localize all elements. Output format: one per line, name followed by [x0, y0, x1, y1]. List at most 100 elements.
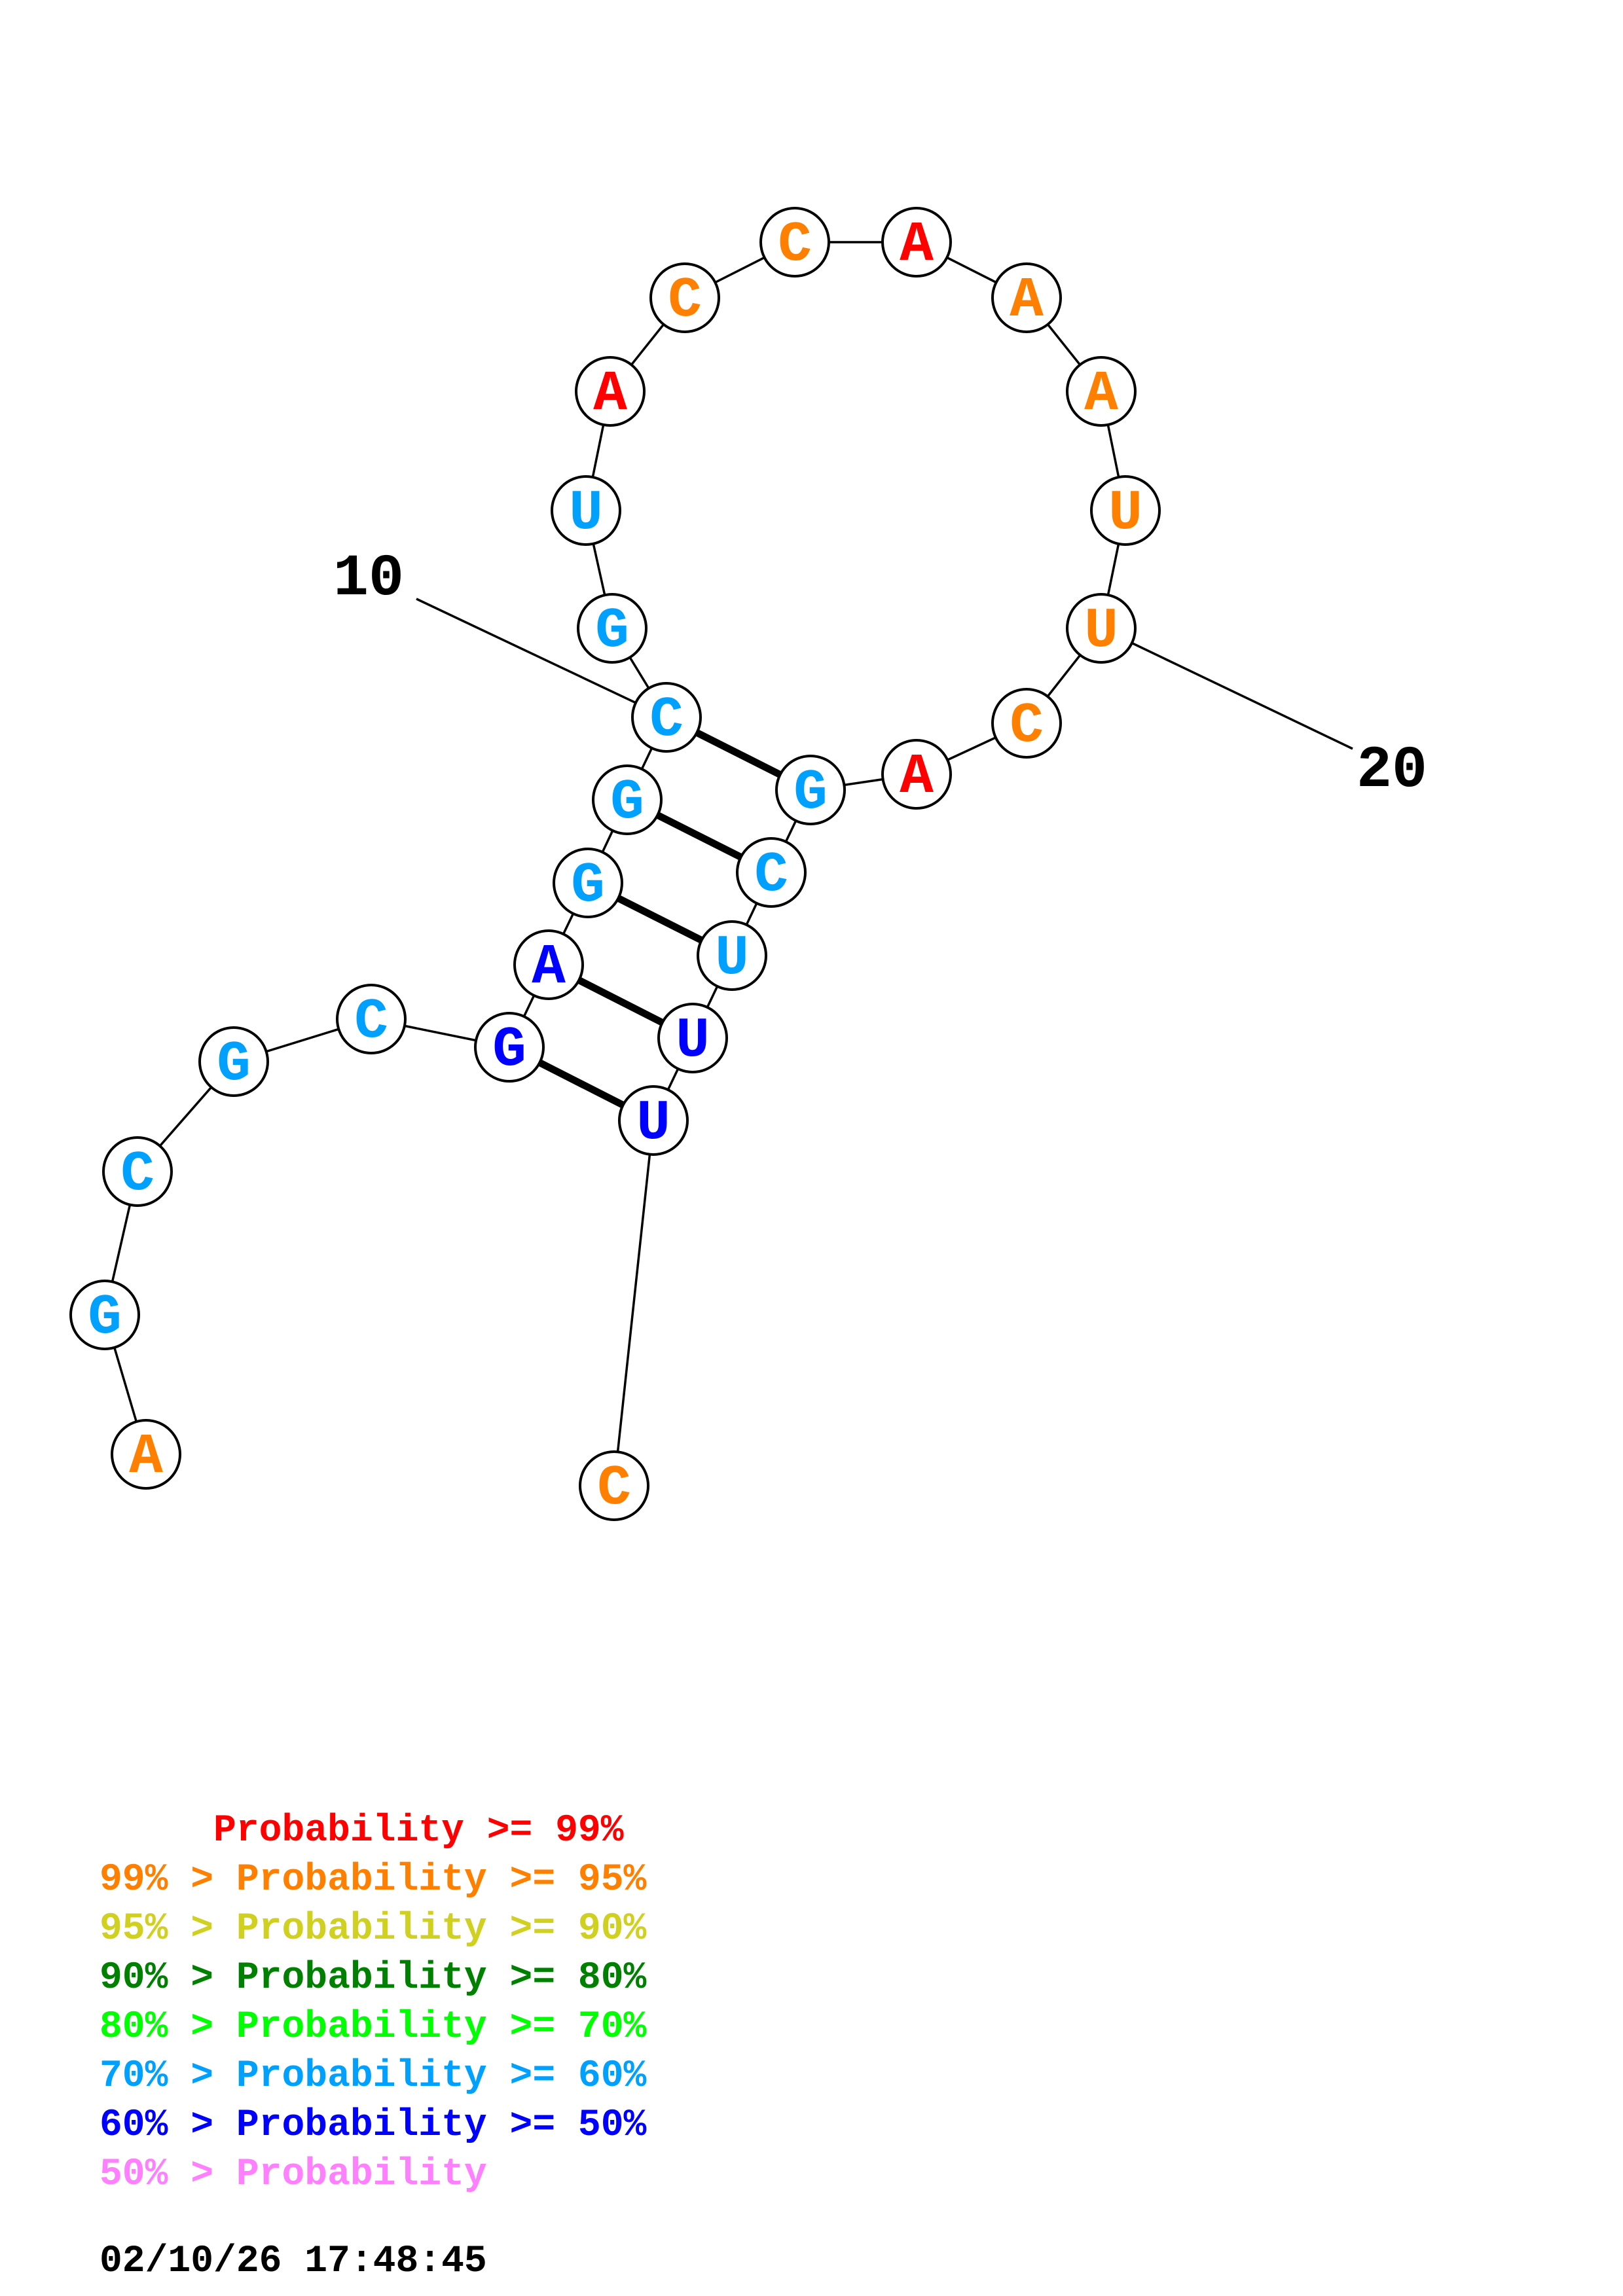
- nucleotide: U: [618, 1085, 689, 1156]
- nucleotide-circle: [775, 755, 846, 825]
- nucleotide: A: [991, 262, 1062, 333]
- nucleotide-base: C: [120, 1142, 155, 1206]
- legend-entry: 99% > Probability >= 95%: [100, 1859, 647, 1901]
- nucleotide: A: [881, 207, 952, 278]
- nucleotide: A: [513, 929, 584, 1000]
- nucleotide-circle: [69, 1280, 140, 1350]
- timestamp: 02/10/26 17:48:45: [100, 2240, 487, 2283]
- nucleotide: U: [551, 475, 621, 546]
- position-label-lines: [416, 598, 1353, 750]
- nucleotide: G: [592, 764, 663, 835]
- nucleotide-base: A: [900, 745, 934, 809]
- legend-entry: 80% > Probability >= 70%: [100, 2006, 647, 2049]
- nucleotide-base: U: [569, 481, 603, 545]
- nucleotide-base: U: [1084, 599, 1118, 663]
- nucleotide-circle: [1090, 475, 1161, 546]
- legend-prefix: 80% >: [100, 2006, 236, 2049]
- nucleotide-circle: [198, 1026, 269, 1097]
- nucleotide-base: C: [754, 843, 788, 907]
- nucleotide-circle: [991, 688, 1062, 759]
- nucleotide: G: [198, 1026, 269, 1097]
- nucleotide-circle: [657, 1003, 728, 1073]
- base-pair-layer: [507, 714, 812, 1124]
- legend-label: Probability >= 50%: [236, 2104, 647, 2147]
- legend-prefix: 70% >: [100, 2055, 236, 2098]
- probability-legend: Probability >= 99% 99% > Probability >= 9…: [100, 1810, 647, 2196]
- legend-label: Probability >= 80%: [236, 1957, 647, 2000]
- nucleotide-circle: [991, 262, 1062, 333]
- nucleotide-base: A: [129, 1425, 163, 1489]
- nucleotide: C: [631, 682, 702, 753]
- legend-label: Probability >= 60%: [236, 2055, 647, 2098]
- position-label-layer: 10 20: [333, 546, 1427, 804]
- nucleotide-circle: [697, 920, 767, 991]
- nucleotide: A: [575, 356, 646, 427]
- nucleotide-base: U: [1108, 481, 1142, 545]
- nucleotide-circle: [649, 262, 720, 333]
- nucleotide: G: [775, 755, 846, 825]
- nucleotide-circle: [513, 929, 584, 1000]
- nucleotide-base: C: [354, 990, 388, 1054]
- nucleotide-base: G: [610, 770, 644, 834]
- nucleotide-base: U: [715, 926, 749, 990]
- nucleotide-base: G: [793, 761, 828, 825]
- nucleotide: G: [69, 1280, 140, 1350]
- legend-prefix: 60% >: [100, 2104, 236, 2147]
- nucleotide: C: [991, 688, 1062, 759]
- nucleotide-circle: [631, 682, 702, 753]
- nucleotide-circle: [1066, 356, 1137, 427]
- legend-prefix: 50% >: [100, 2153, 236, 2196]
- nucleotide-base: U: [676, 1009, 710, 1073]
- legend-entry: 90% > Probability >= 80%: [100, 1957, 647, 2000]
- nucleotide-circle: [111, 1419, 181, 1490]
- legend-entry: 60% > Probability >= 50%: [100, 2104, 647, 2147]
- nucleotide-base: A: [1010, 268, 1044, 332]
- nucleotide: C: [736, 837, 807, 908]
- nucleotide-circle: [553, 848, 623, 918]
- nucleotide-base: G: [492, 1018, 526, 1082]
- nucleotide-circle: [474, 1012, 545, 1083]
- nucleotide-base: G: [88, 1285, 122, 1350]
- nucleotide-base: G: [571, 853, 605, 918]
- legend-prefix: 90% >: [100, 1957, 236, 2000]
- nucleotide: G: [474, 1012, 545, 1083]
- nucleotide-circle: [579, 1450, 649, 1521]
- nucleotide-base: C: [649, 688, 684, 752]
- legend-label: Probability >= 90%: [236, 1908, 647, 1950]
- nucleotide: C: [579, 1450, 649, 1521]
- legend-entry: 50% > Probability: [100, 2153, 487, 2196]
- backbone-segment: [613, 1120, 655, 1486]
- nucleotide: U: [697, 920, 767, 991]
- legend-label: Probability >= 95%: [236, 1859, 647, 1901]
- legend-entry: 70% > Probability >= 60%: [100, 2055, 647, 2098]
- position-label: 20: [1357, 738, 1427, 804]
- legend-label: Probability >= 70%: [236, 2006, 647, 2049]
- nucleotide-base: A: [1084, 362, 1118, 426]
- nucleotide-circle: [577, 593, 647, 664]
- nucleotide-base: C: [668, 268, 702, 332]
- nucleotide-circle: [575, 356, 646, 427]
- nucleotide: U: [1090, 475, 1161, 546]
- legend-prefix: 99% >: [100, 1859, 236, 1901]
- legend-entry: 95% > Probability >= 90%: [100, 1908, 647, 1950]
- position-label-line: [1101, 627, 1353, 750]
- nucleotide-base: A: [900, 213, 934, 277]
- nucleotide-base: C: [1010, 694, 1044, 758]
- nucleotide-circle: [592, 764, 663, 835]
- nucleotide-base: U: [636, 1091, 670, 1155]
- nucleotide-circle: [881, 207, 952, 278]
- nucleotide: U: [657, 1003, 728, 1073]
- nucleotide-base: G: [595, 599, 629, 663]
- legend-prefix: [100, 1810, 213, 1852]
- legend-label: Probability >= 99%: [213, 1810, 624, 1852]
- nucleotide: G: [577, 593, 647, 664]
- nucleotide: A: [111, 1419, 181, 1490]
- nucleotide-circle: [618, 1085, 689, 1156]
- nucleotide-base: C: [778, 213, 812, 277]
- legend-prefix: 95% >: [100, 1908, 236, 1950]
- nucleotide-circle: [551, 475, 621, 546]
- nucleotide-circle: [102, 1136, 173, 1207]
- nucleotide-circle: [759, 207, 830, 278]
